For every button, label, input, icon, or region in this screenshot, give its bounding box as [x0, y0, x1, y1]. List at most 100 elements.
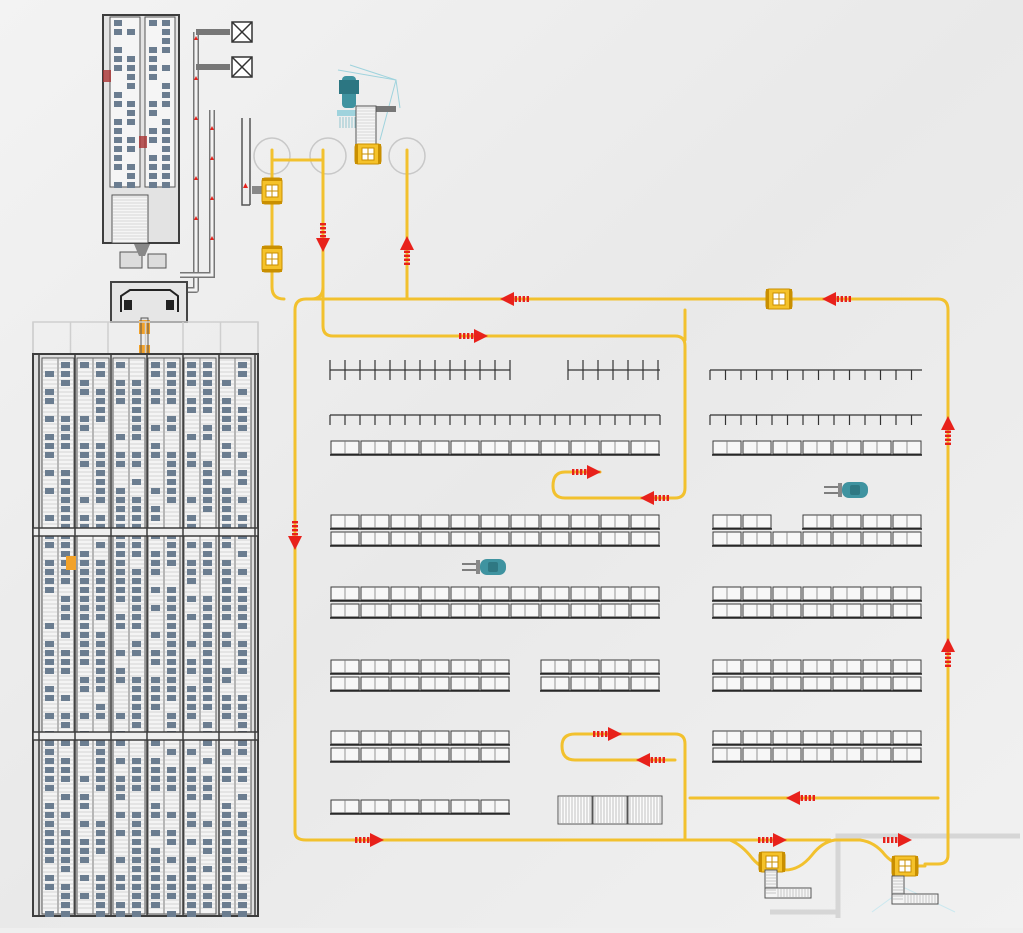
asrs-tote [222, 542, 231, 548]
asrs-tote [80, 596, 89, 602]
asrs-tote [222, 812, 231, 818]
dock-conveyor [891, 893, 939, 905]
asrs-tote [222, 830, 231, 836]
asrs-tote [61, 767, 70, 773]
asrs-tote [132, 902, 141, 908]
asrs-tote [116, 911, 125, 917]
asrs-tote [203, 668, 212, 674]
top-asrs-tote [114, 182, 122, 188]
direction-arrow-tail [662, 757, 665, 763]
asrs-tote [222, 497, 231, 503]
asrs-tote [96, 452, 105, 458]
asrs-tote [187, 452, 196, 458]
asrs-tote [203, 389, 212, 395]
asrs-tote [116, 812, 125, 818]
asrs-tote [96, 632, 105, 638]
asrs-tote [132, 812, 141, 818]
asrs-tote [80, 551, 89, 557]
asrs-tote [116, 884, 125, 890]
asrs-tote [203, 866, 212, 872]
dock-stations [764, 869, 939, 905]
asrs-tote [222, 893, 231, 899]
top-asrs-tote [127, 83, 135, 89]
direction-arrow-tail [666, 495, 669, 501]
asrs-tote [45, 623, 54, 629]
asrs-tote [116, 677, 125, 683]
asrs-tote [187, 362, 196, 368]
direction-arrow-head [636, 753, 650, 767]
asrs-tote [96, 911, 105, 917]
asrs-tote [151, 803, 160, 809]
asrs-tote [203, 434, 212, 440]
asrs-tote [80, 605, 89, 611]
asrs-tote [96, 848, 105, 854]
conveyor-arrow-icon [194, 76, 198, 80]
asrs-tote [61, 551, 70, 557]
asrs-tote [80, 740, 89, 746]
top-asrs-tote [127, 74, 135, 80]
asrs-tote [132, 497, 141, 503]
asrs-tote [116, 650, 125, 656]
asrs-tote [222, 704, 231, 710]
asrs-tote [116, 794, 125, 800]
asrs-storage [32, 321, 259, 917]
asrs-tote [116, 875, 125, 881]
direction-arrow-tail [292, 529, 298, 532]
asrs-tote [167, 488, 176, 494]
asrs-tote [96, 524, 105, 530]
asrs-tote [203, 686, 212, 692]
direction-arrow-tail [522, 296, 525, 302]
top-asrs-tote [149, 155, 157, 161]
asrs-tote [187, 596, 196, 602]
forklift-icon [462, 559, 506, 575]
asrs-tote [132, 461, 141, 467]
top-asrs-tote [127, 110, 135, 116]
asrs-tote [222, 641, 231, 647]
asrs-tote [203, 740, 212, 746]
asrs-tote [167, 686, 176, 692]
asrs-tote [222, 605, 231, 611]
asrs-tote [238, 848, 247, 854]
asrs-tote [238, 587, 247, 593]
asrs-tote [45, 695, 54, 701]
asrs-tote [132, 479, 141, 485]
asrs-tote [45, 767, 54, 773]
asrs-tote [238, 452, 247, 458]
asrs-tote [61, 893, 70, 899]
direction-arrow-tail [514, 296, 517, 302]
asrs-tote [151, 389, 160, 395]
asrs-tote [132, 686, 141, 692]
asrs-tote [151, 830, 160, 836]
asrs-tote [187, 524, 196, 530]
top-asrs-tote [149, 182, 157, 188]
top-asrs-tote [114, 47, 122, 53]
asrs-tote [45, 785, 54, 791]
top-asrs-tote [114, 65, 122, 71]
direction-arrow-tail [320, 227, 326, 230]
asrs-tote [203, 569, 212, 575]
top-asrs-tote [149, 56, 157, 62]
asrs-tote [187, 911, 196, 917]
asrs-tote [203, 461, 212, 467]
asrs-level-separator [32, 731, 259, 741]
asrs-tote [116, 434, 125, 440]
asrs-tote [222, 452, 231, 458]
asrs-tote [203, 722, 212, 728]
asrs-tote [45, 839, 54, 845]
asrs-tote [45, 857, 54, 863]
top-asrs-tote [149, 47, 157, 53]
top-asrs-marker [139, 136, 147, 148]
conveyor-arrow-icon [194, 216, 198, 220]
asrs-tote [203, 704, 212, 710]
asrs-tote [61, 470, 70, 476]
asrs-tote [116, 542, 125, 548]
asrs-tote [61, 911, 70, 917]
induction-slot [166, 300, 174, 310]
asrs-tote [203, 902, 212, 908]
asrs-tote [203, 650, 212, 656]
forklift-fleet [462, 482, 868, 575]
top-asrs-tote [114, 146, 122, 152]
asrs-tote [80, 443, 89, 449]
direction-arrow-icon [758, 833, 787, 847]
station-conveyor [241, 118, 251, 206]
